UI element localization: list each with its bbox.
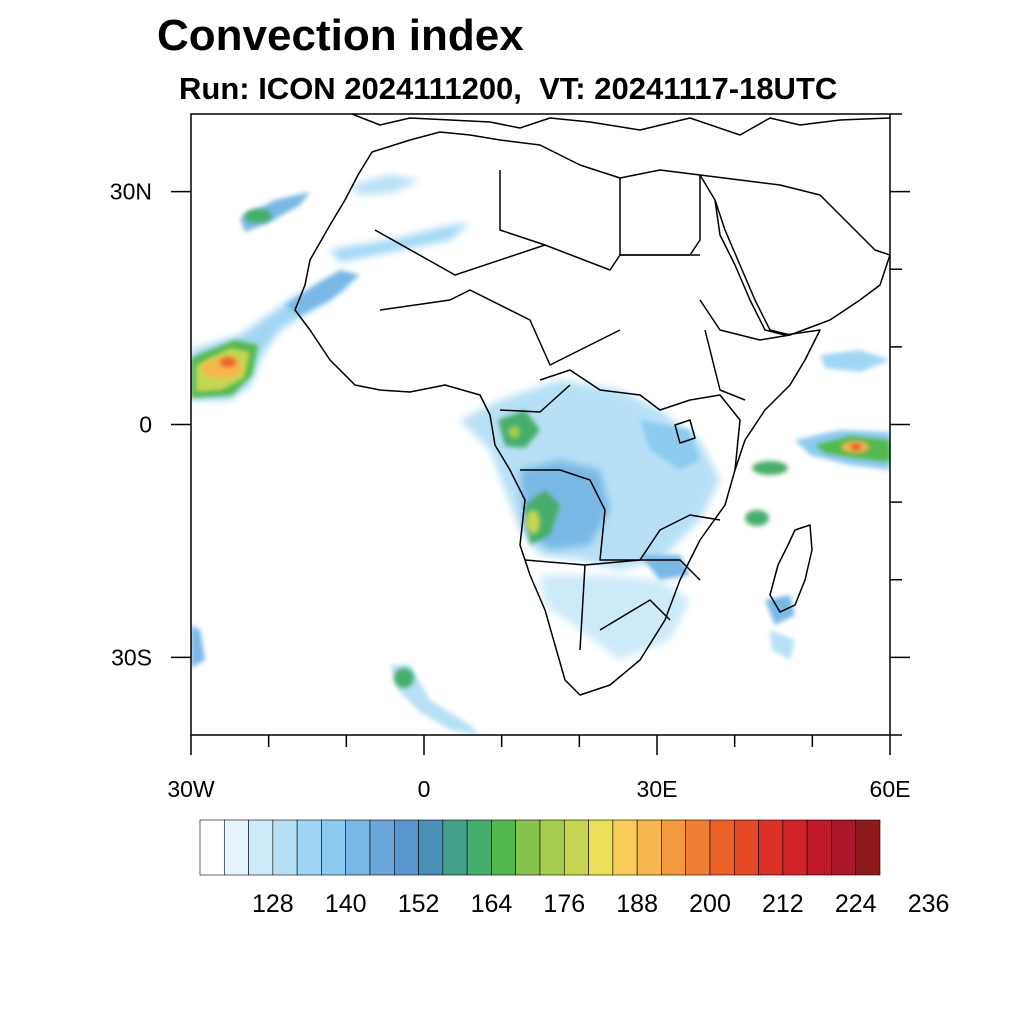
colorbar-swatch xyxy=(199,819,225,876)
colorbar-swatch xyxy=(612,819,638,876)
lon-tick-label: 60E xyxy=(870,776,911,802)
convection-area-congo xyxy=(460,380,720,660)
border-south xyxy=(524,559,701,651)
colorbar-swatch xyxy=(782,819,808,876)
colorbar-label: 164 xyxy=(471,890,513,918)
colorbar-swatch xyxy=(369,819,395,876)
colorbar-swatch xyxy=(685,819,711,876)
border-horn xyxy=(699,299,791,401)
border-congo xyxy=(499,384,721,561)
colorbar-swatch xyxy=(806,819,832,876)
colorbar-swatch xyxy=(248,819,274,876)
colorbar-swatch xyxy=(661,819,687,876)
axis-ticks xyxy=(171,113,910,755)
colorbar-swatch xyxy=(321,819,347,876)
colorbar-swatch xyxy=(831,819,857,876)
colorbar-swatch xyxy=(442,819,468,876)
colorbar-swatch xyxy=(636,819,662,876)
chart-title: Convection index xyxy=(157,11,524,60)
colorbar-swatch xyxy=(539,819,565,876)
arabia-coastline xyxy=(699,174,890,336)
latitude-labels: 30N 0 30S xyxy=(110,179,152,671)
colorbar-swatch xyxy=(563,819,589,876)
africa-coastline xyxy=(294,131,821,696)
lat-tick-label: 0 xyxy=(139,412,152,438)
border-central xyxy=(539,369,741,471)
colorbar-label: 128 xyxy=(252,890,294,918)
longitude-labels: 30W 0 30E 60E xyxy=(167,776,910,802)
lon-tick-label: 30E xyxy=(637,776,678,802)
convection-area-south-atlantic xyxy=(191,625,480,735)
lon-tick-label: 0 xyxy=(418,776,431,802)
colorbar-swatch xyxy=(758,819,784,876)
coastlines-and-borders xyxy=(294,114,890,696)
colorbar-label: 212 xyxy=(762,890,804,918)
colorbar-labels: 128 140 152 164 176 188 200 212 224 236 xyxy=(252,890,949,918)
europe-coastline xyxy=(351,114,890,136)
colorbar-swatch xyxy=(855,819,881,876)
colorbar-swatch xyxy=(223,819,249,876)
colorbar xyxy=(199,819,881,876)
convection-area-madagascar xyxy=(745,510,795,660)
colorbar-swatch xyxy=(393,819,419,876)
lake-victoria xyxy=(674,419,696,444)
colorbar-label: 152 xyxy=(398,890,440,918)
chart-subtitle: Run: ICON 2024111200, VT: 20241117-18UTC xyxy=(179,71,838,106)
colorbar-swatch xyxy=(491,819,517,876)
convection-area-canary xyxy=(240,175,470,262)
lat-tick-label: 30N xyxy=(110,179,152,205)
colorbar-swatch xyxy=(588,819,614,876)
convection-area-atlantic xyxy=(191,270,360,400)
lat-tick-label: 30S xyxy=(111,644,152,670)
border-nile xyxy=(619,175,701,256)
colorbar-swatch xyxy=(515,819,541,876)
colorbar-label: 200 xyxy=(689,890,731,918)
colorbar-label: 188 xyxy=(616,890,658,918)
convection-shading xyxy=(191,175,890,735)
colorbar-swatch xyxy=(345,819,371,876)
colorbar-swatch xyxy=(418,819,444,876)
colorbar-label: 140 xyxy=(325,890,367,918)
colorbar-swatch xyxy=(272,819,298,876)
colorbar-label: 224 xyxy=(835,890,877,918)
colorbar-label: 176 xyxy=(543,890,585,918)
border-west xyxy=(374,229,621,366)
colorbar-swatch xyxy=(296,819,322,876)
madagascar xyxy=(769,524,813,613)
colorbar-swatch xyxy=(466,819,492,876)
colorbar-swatch xyxy=(709,819,735,876)
lon-tick-label: 30W xyxy=(167,776,215,802)
convection-area-indian-ocean xyxy=(752,350,890,475)
colorbar-label: 236 xyxy=(908,890,950,918)
colorbar-swatch xyxy=(733,819,759,876)
